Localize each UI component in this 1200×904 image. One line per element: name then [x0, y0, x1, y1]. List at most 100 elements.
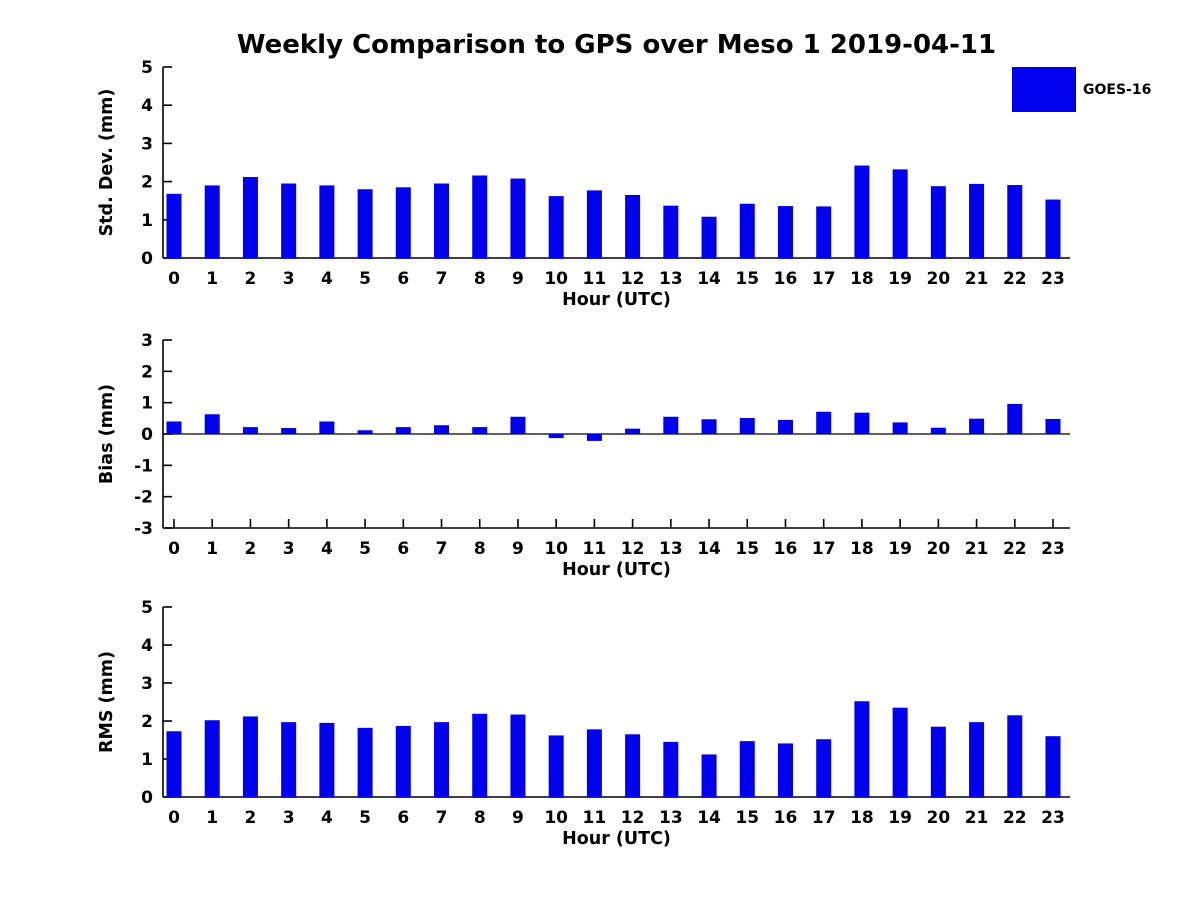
bias-ytick-label: 2 [141, 362, 153, 382]
stddev-bar-h19 [892, 169, 908, 259]
stddev-bar-h16 [777, 206, 793, 259]
bias-xtick-label: 21 [965, 539, 989, 559]
stddev-bar-h23 [1045, 199, 1061, 259]
bias-xtick-label: 6 [397, 539, 409, 559]
bias-xtick-label: 11 [583, 539, 607, 559]
rms-xtick-label: 5 [359, 808, 371, 828]
stddev-bar-h10 [548, 196, 564, 259]
bias-ytick-label: 3 [141, 331, 153, 351]
bias-ytick-label: 1 [141, 394, 153, 414]
bias-xtick-label: 23 [1041, 539, 1065, 559]
rms-ytick-label: 5 [141, 598, 153, 618]
stddev-xaxis-label: Hour (UTC) [562, 290, 671, 310]
bias-xtick-label: 10 [544, 539, 568, 559]
bias-subplot: 0 1 2 3 4 5 6 7 8 9 10 11 12 13 14 15 16 17 18 19 20 21 22 23-3… [97, 331, 1070, 580]
stddev-bar-h15 [739, 203, 755, 259]
bias-xtick-label: 3 [283, 539, 295, 559]
bias-bar-h8 [472, 427, 488, 434]
bias-ytick-label: -3 [134, 519, 153, 539]
rms-ytick-label: 1 [141, 750, 153, 770]
bias-bar-h22 [1007, 403, 1023, 434]
bias-xtick-label: 1 [206, 539, 218, 559]
stddev-xtick-label: 9 [512, 269, 524, 289]
stddev-xtick-label: 17 [812, 269, 836, 289]
rms-xtick-label: 9 [512, 808, 524, 828]
stddev-xtick-label: 6 [397, 269, 409, 289]
rms-xtick-label: 7 [436, 808, 448, 828]
rms-bar-h14 [701, 754, 717, 798]
stddev-ytick-label: 1 [141, 211, 153, 231]
rms-bar-h18 [854, 701, 870, 798]
rms-xtick-label: 15 [735, 808, 759, 828]
stddev-bar-h6 [395, 187, 411, 259]
stddev-bar-h5 [357, 189, 373, 259]
rms-xtick-label: 8 [474, 808, 486, 828]
stddev-ytick-label: 5 [141, 58, 153, 78]
stddev-xtick-label: 22 [1003, 269, 1027, 289]
rms-xtick-label: 2 [245, 808, 257, 828]
rms-xtick-label: 21 [965, 808, 989, 828]
rms-xtick-label: 12 [621, 808, 645, 828]
rms-bar-h3 [281, 722, 297, 798]
rms-xtick-label: 19 [888, 808, 912, 828]
bias-xtick-label: 18 [850, 539, 874, 559]
rms-yaxis-label: RMS (mm) [97, 651, 117, 753]
bias-xtick-label: 17 [812, 539, 836, 559]
legend: GOES-16 [1012, 67, 1151, 112]
rms-xtick-label: 18 [850, 808, 874, 828]
rms-bar-h19 [892, 707, 908, 798]
rms-bar-h1 [204, 720, 220, 798]
bias-xtick-label: 0 [168, 539, 180, 559]
stddev-bar-h3 [281, 183, 297, 259]
rms-ytick-label: 2 [141, 712, 153, 732]
stddev-bar-h13 [663, 205, 679, 259]
bias-bar-h11 [586, 434, 602, 441]
stddev-xtick-label: 5 [359, 269, 371, 289]
rms-bar-h0 [166, 731, 182, 798]
bias-bar-h19 [892, 422, 908, 434]
bias-bar-h20 [930, 427, 946, 434]
bias-xtick-label: 8 [474, 539, 486, 559]
bias-xtick-label: 16 [774, 539, 798, 559]
stddev-xtick-label: 8 [474, 269, 486, 289]
rms-subplot: 0 1 2 3 4 5 6 7 8 9 10 11 12 13 14 15 16 17 18 19 20 21 22 2301… [97, 598, 1070, 849]
bias-bar-h12 [625, 428, 641, 434]
rms-xtick-label: 13 [659, 808, 683, 828]
rms-bar-h21 [969, 722, 985, 798]
stddev-xtick-label: 3 [283, 269, 295, 289]
bias-bar-h3 [281, 428, 297, 434]
stddev-xtick-label: 19 [888, 269, 912, 289]
rms-xtick-label: 16 [774, 808, 798, 828]
stddev-xtick-label: 23 [1041, 269, 1065, 289]
rms-xtick-label: 10 [544, 808, 568, 828]
stddev-xtick-label: 1 [206, 269, 218, 289]
bias-bar-h7 [434, 425, 450, 434]
stddev-bar-h22 [1007, 185, 1023, 259]
stddev-xtick-label: 2 [245, 269, 257, 289]
stddev-bar-h14 [701, 216, 717, 259]
stddev-xtick-label: 0 [168, 269, 180, 289]
rms-xtick-label: 11 [583, 808, 607, 828]
stddev-subplot: 0 1 2 3 4 5 6 7 8 9 10 11 12 13 14 15 16 17 18 19 20 21 22 2301… [97, 58, 1070, 310]
bias-xaxis-label: Hour (UTC) [562, 560, 671, 580]
rms-bar-h20 [930, 726, 946, 798]
stddev-bar-h9 [510, 178, 526, 259]
bias-bar-h21 [969, 418, 985, 434]
rms-xtick-label: 22 [1003, 808, 1027, 828]
rms-ytick-label: 4 [141, 636, 153, 656]
rms-xtick-label: 17 [812, 808, 836, 828]
stddev-bar-h2 [242, 177, 258, 259]
stddev-bar-h0 [166, 193, 182, 259]
stddev-yaxis-label: Std. Dev. (mm) [97, 89, 117, 237]
stddev-xtick-label: 20 [927, 269, 951, 289]
stddev-xtick-label: 12 [621, 269, 645, 289]
stddev-bar-h11 [586, 190, 602, 259]
rms-xtick-label: 3 [283, 808, 295, 828]
rms-xtick-label: 23 [1041, 808, 1065, 828]
stddev-bar-h1 [204, 185, 220, 259]
stddev-bar-h18 [854, 165, 870, 259]
stddev-xtick-label: 21 [965, 269, 989, 289]
rms-ytick-label: 0 [141, 788, 153, 808]
bias-bar-h4 [319, 421, 335, 434]
